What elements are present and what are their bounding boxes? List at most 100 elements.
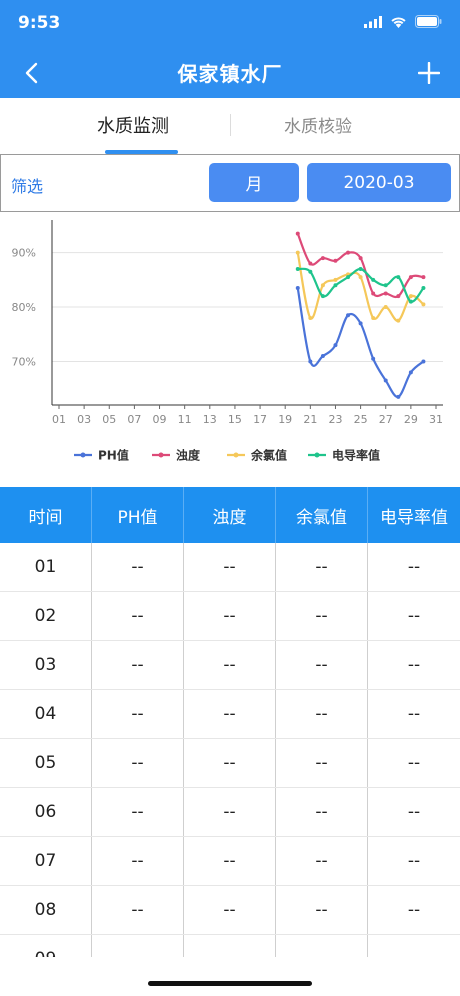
data-point	[408, 299, 413, 304]
data-point	[333, 283, 338, 288]
data-point	[333, 258, 338, 263]
battery-icon	[415, 15, 442, 28]
x-tick-label: 01	[52, 413, 66, 426]
legend-label: 浊度	[176, 448, 201, 463]
data-point	[320, 256, 325, 261]
data-point	[333, 277, 338, 282]
data-point	[358, 266, 363, 271]
value-cell: --	[184, 788, 276, 836]
table-row: 02 -- -- -- --	[0, 592, 460, 641]
value-cell: --	[92, 690, 184, 738]
x-tick-label: 31	[429, 413, 443, 426]
tab-water-monitoring[interactable]: 水质监测	[97, 116, 169, 137]
value-cell: --	[92, 641, 184, 689]
table-body: 01 -- -- -- -- 02 -- -- -- -- 03 -- -- -- -- 04 -- -- -- --…	[0, 543, 460, 957]
value-cell: --	[407, 704, 421, 724]
legend-label: 电导率值	[332, 448, 380, 463]
y-tick-label: 90%	[12, 247, 36, 260]
app-header: 9:53 保家镇水厂	[0, 0, 460, 98]
x-tick-label: 09	[153, 413, 167, 426]
x-tick-label: 03	[77, 413, 91, 426]
legend-marker	[314, 452, 320, 458]
value-cell: --	[276, 837, 368, 885]
column-header: 浊度	[184, 487, 276, 543]
x-tick-label: 19	[278, 413, 292, 426]
data-point	[320, 294, 325, 299]
value-cell: --	[276, 543, 368, 591]
value-cell: --	[92, 543, 184, 591]
x-tick-label: 29	[404, 413, 418, 426]
status-time: 9:53	[18, 13, 61, 33]
data-point	[396, 318, 401, 323]
date-button[interactable]: 2020-03	[307, 163, 451, 202]
data-point	[396, 275, 401, 280]
data-point	[295, 231, 300, 236]
data-point	[371, 356, 376, 361]
value-cell: --	[407, 557, 421, 577]
x-tick-label: 23	[328, 413, 342, 426]
legend-label: PH值	[98, 448, 129, 463]
data-point	[308, 359, 313, 364]
legend-marker	[158, 452, 164, 458]
data-point	[346, 250, 351, 255]
data-point	[295, 266, 300, 271]
value-cell: --	[184, 935, 276, 957]
value-cell: --	[276, 886, 368, 934]
x-tick-label: 07	[127, 413, 141, 426]
page-title: 保家镇水厂	[177, 62, 283, 86]
value-cell: --	[407, 655, 421, 675]
data-point	[308, 315, 313, 320]
x-tick-label: 25	[354, 413, 368, 426]
data-point	[308, 261, 313, 266]
plus-icon	[418, 62, 440, 84]
table-row: 08 -- -- -- --	[0, 886, 460, 935]
period-button[interactable]: 月	[209, 163, 299, 202]
value-cell: --	[407, 851, 421, 871]
value-cell: --	[407, 900, 421, 920]
data-point	[421, 286, 426, 291]
value-cell: --	[276, 641, 368, 689]
data-point	[358, 321, 363, 326]
data-point	[421, 275, 426, 280]
x-tick-label: 27	[379, 413, 393, 426]
legend-marker	[80, 452, 86, 458]
value-cell: --	[92, 788, 184, 836]
y-tick-label: 70%	[12, 355, 36, 368]
x-tick-label: 15	[228, 413, 242, 426]
data-point	[358, 275, 363, 280]
data-point	[383, 305, 388, 310]
x-tick-label: 13	[203, 413, 217, 426]
data-point	[320, 283, 325, 288]
home-indicator	[148, 981, 312, 986]
signal-icon	[364, 15, 382, 28]
data-point	[308, 269, 313, 274]
data-point	[383, 378, 388, 383]
table-row: 03 -- -- -- --	[0, 641, 460, 690]
status-icons	[364, 15, 442, 28]
data-point	[371, 291, 376, 296]
legend-label: 余氯值	[250, 448, 287, 463]
data-point	[333, 343, 338, 348]
data-point	[371, 315, 376, 320]
row-date-cell: 05	[0, 739, 92, 787]
data-point	[346, 313, 351, 318]
data-point	[295, 286, 300, 291]
tab-water-verification[interactable]: 水质核验	[284, 117, 352, 137]
x-tick-label: 11	[178, 413, 192, 426]
table-row: 04 -- -- -- --	[0, 690, 460, 739]
table-row: 07 -- -- -- --	[0, 837, 460, 886]
chevron-left-icon	[25, 62, 38, 84]
column-header: 余氯值	[276, 487, 368, 543]
filter-label[interactable]: 筛选	[11, 177, 44, 196]
data-point	[320, 354, 325, 359]
active-tab-indicator	[105, 150, 178, 154]
wifi-icon	[391, 16, 406, 28]
column-header: 电导率值	[380, 507, 448, 528]
back-button[interactable]	[14, 56, 48, 90]
add-button[interactable]	[412, 56, 446, 90]
value-cell: --	[184, 543, 276, 591]
row-date-cell: 04	[0, 690, 92, 738]
table-header: 时间 PH值 浊度 余氯值 电导率值	[0, 487, 460, 543]
value-cell: --	[276, 592, 368, 640]
table-row: 06 -- -- -- --	[0, 788, 460, 837]
